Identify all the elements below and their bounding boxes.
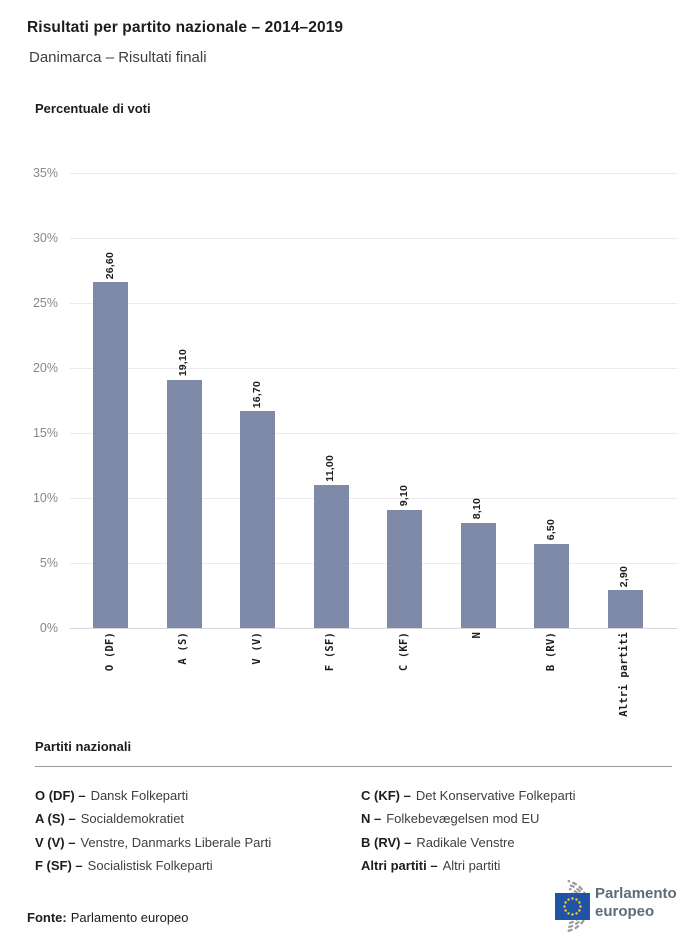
legend-entry-name: Venstre, Danmarks Liberale Parti bbox=[80, 834, 272, 850]
eu-flag-icon bbox=[555, 893, 590, 920]
bar bbox=[240, 410, 275, 628]
bar-value-label: 8,10 bbox=[471, 498, 483, 520]
x-tick-label: Altri partiti bbox=[618, 632, 630, 717]
gridline bbox=[70, 498, 677, 499]
y-tick-label: 30% bbox=[32, 231, 58, 245]
legend-title: Partiti nazionali bbox=[35, 739, 132, 754]
legend-entry-abbr: B (RV) – bbox=[361, 834, 412, 850]
legend-entry: C (KF) – Det Konservative Folkeparti bbox=[361, 784, 681, 807]
page-title: Risultati per partito nazionale – 2014–2… bbox=[27, 19, 344, 36]
y-tick-label: 25% bbox=[32, 296, 58, 310]
page-subtitle: Danimarca – Risultati finali bbox=[29, 49, 207, 66]
x-tick-label: F (SF) bbox=[324, 632, 336, 672]
legend-entry: A (S) – Socialdemokratiet bbox=[35, 807, 355, 830]
legend-entry-name: Dansk Folkeparti bbox=[90, 788, 189, 803]
ep-logo-text-line1: Parlamento bbox=[595, 885, 677, 902]
y-tick-label: 0% bbox=[39, 621, 58, 635]
bar bbox=[534, 543, 569, 628]
ep-logo: Parlamento europeo bbox=[526, 878, 686, 934]
bar bbox=[460, 522, 496, 628]
gridline bbox=[70, 433, 677, 434]
x-tick-label: V (V) bbox=[250, 632, 263, 665]
y-axis-title: Percentuale di voti bbox=[35, 101, 151, 116]
x-tick-label: O (DF) bbox=[103, 632, 116, 672]
legend-entry: N – Folkebevægelsen mod EU bbox=[361, 807, 681, 830]
legend-column-left: O (DF) – Dansk Folkeparti A (S) – Socialdem… bbox=[35, 784, 355, 878]
y-tick-label: 5% bbox=[39, 556, 58, 570]
gridline bbox=[70, 238, 677, 239]
bar bbox=[607, 590, 643, 628]
legend-entry: B (RV) – Radikale Venstre bbox=[361, 831, 681, 854]
legend-entry-abbr: C (KF) – bbox=[361, 788, 411, 803]
legend-entry: Altri partiti – Altri partiti bbox=[361, 854, 681, 877]
x-tick-label: A (S) bbox=[177, 632, 189, 665]
gridline bbox=[70, 628, 677, 629]
legend-column-right: C (KF) – Det Konservative Folkeparti N – Fo… bbox=[361, 784, 681, 878]
bar bbox=[93, 282, 128, 628]
source-label: Fonte: bbox=[27, 910, 67, 925]
y-tick-label: 15% bbox=[32, 426, 58, 440]
legend-entry-abbr: F (SF) – bbox=[35, 858, 83, 874]
bar-value-label: 9,10 bbox=[397, 485, 410, 507]
gridline bbox=[70, 173, 677, 174]
gridline bbox=[70, 303, 677, 304]
gridline bbox=[70, 563, 677, 564]
legend-entry-abbr: V (V) – bbox=[35, 834, 76, 850]
y-tick-label: 35% bbox=[32, 166, 58, 180]
ep-logo-text: Parlamento europeo bbox=[595, 885, 677, 921]
bar bbox=[313, 485, 349, 628]
ep-logo-text-line2: europeo bbox=[595, 903, 655, 920]
legend-entry: F (SF) – Socialistisk Folkeparti bbox=[35, 854, 355, 877]
gridline bbox=[70, 368, 677, 369]
source-value: Parlamento europeo bbox=[70, 910, 189, 925]
legend-entry-name: Radikale Venstre bbox=[416, 834, 515, 850]
bar-value-label: 6,50 bbox=[544, 519, 557, 541]
legend-entry-abbr: O (DF) – bbox=[35, 788, 86, 803]
y-tick-label: 10% bbox=[32, 491, 58, 505]
legend-entry-name: Socialdemokratiet bbox=[80, 811, 185, 827]
legend-entry-name: Folkebevægelsen mod EU bbox=[386, 811, 540, 827]
legend-entry-name: Socialistisk Folkeparti bbox=[87, 858, 213, 874]
bar-value-label: 16,70 bbox=[250, 380, 263, 408]
ep-logo-hemicycle-icon bbox=[555, 879, 590, 933]
source-line: Fonte: Parlamento europeo bbox=[27, 910, 189, 925]
x-tick-label: C (KF) bbox=[397, 632, 410, 672]
legend-entry-name: Det Konservative Folkeparti bbox=[415, 788, 576, 803]
bar bbox=[166, 379, 202, 628]
bar-value-label: 2,90 bbox=[618, 566, 630, 588]
legend-entry-abbr: N – bbox=[361, 811, 382, 827]
legend-entry: O (DF) – Dansk Folkeparti bbox=[35, 784, 355, 807]
x-tick-label: B (RV) bbox=[544, 632, 557, 672]
y-tick-label: 20% bbox=[32, 361, 58, 375]
bar-value-label: 26,60 bbox=[103, 251, 116, 280]
legend-entry-abbr: A (S) – bbox=[35, 811, 76, 827]
bar bbox=[387, 509, 422, 628]
bar-value-label: 11,00 bbox=[324, 455, 336, 482]
legend-entry-abbr: Altri partiti – bbox=[361, 858, 438, 874]
legend-divider bbox=[35, 766, 672, 767]
bar-value-label: 19,10 bbox=[177, 349, 189, 377]
legend-entry-name: Altri partiti bbox=[442, 858, 501, 874]
x-tick-label: N bbox=[471, 632, 483, 639]
legend-entry: V (V) – Venstre, Danmarks Liberale Parti bbox=[35, 831, 355, 854]
bar-chart: 0% 5% 10% 15% 20% 25% 30% 35% 26,60 O (DF) 19,10 A … bbox=[0, 140, 700, 725]
